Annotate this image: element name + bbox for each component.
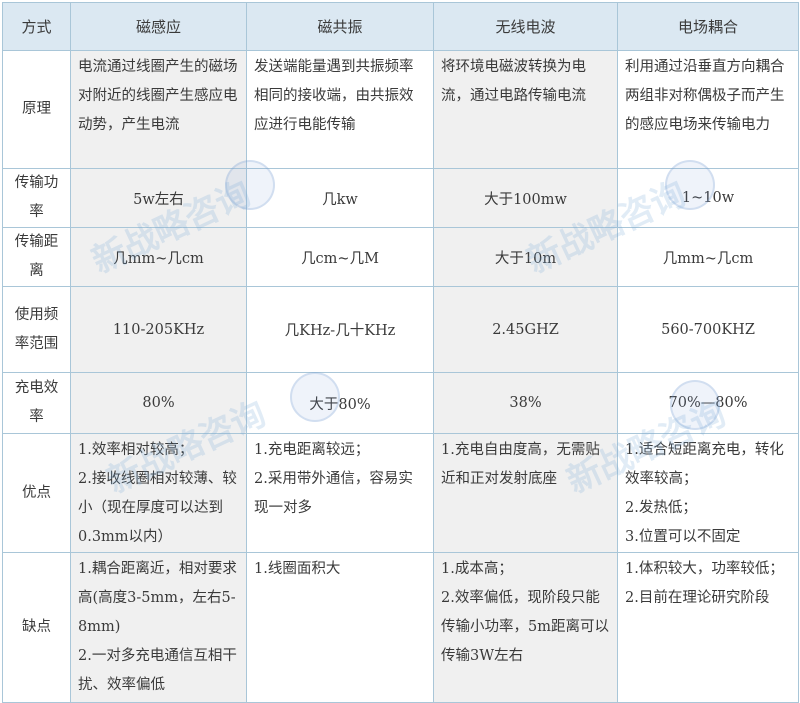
table-cell: 38% <box>433 372 618 434</box>
table-row: 使用频率范围 110-205KHz 几KHz-几十KHz 2.45GHZ 560… <box>2 286 799 373</box>
table-cell: 大于10m <box>433 227 618 287</box>
table-cell: 大于100mw <box>433 168 618 228</box>
table-cell: 1.效率相对较高； 2.接收线圈相对较薄、较小（现在厚度可以达到0.3mm以内） <box>70 433 247 553</box>
table-cell: 70%—80% <box>617 372 799 434</box>
table-row: 原理 电流通过线圈产生的磁场对附近的线圈产生感应电动势，产生电流 发送端能量遇到… <box>2 50 799 169</box>
row-label: 使用频率范围 <box>2 286 71 373</box>
table-cell: 1~10w <box>617 168 799 228</box>
table-row: 充电效率 80% 大于80% 38% 70%—80% <box>2 372 799 434</box>
header-magnetic-induction: 磁感应 <box>70 2 247 51</box>
table-cell: 1.体积较大，功率较低； 2.目前在理论研究阶段 <box>617 552 799 703</box>
row-label: 传输距离 <box>2 227 71 287</box>
table-row: 传输距离 几mm~几cm 几cm~几M 大于10m 几mm~几cm <box>2 227 799 287</box>
table-row: 优点 1.效率相对较高； 2.接收线圈相对较薄、较小（现在厚度可以达到0.3mm… <box>2 433 799 553</box>
table-row: 传输功率 5w左右 几kw 大于100mw 1~10w <box>2 168 799 228</box>
table-cell: 2.45GHZ <box>433 286 618 373</box>
table-cell: 几kw <box>246 168 434 228</box>
table-cell: 1.线圈面积大 <box>246 552 434 703</box>
row-label: 优点 <box>2 433 71 553</box>
header-method: 方式 <box>2 2 71 51</box>
row-label: 原理 <box>2 50 71 169</box>
table-cell: 1.充电自由度高，无需贴近和正对发射底座 <box>433 433 618 553</box>
table-cell: 1.成本高； 2.效率偏低，现阶段只能传输小功率，5m距离可以传输3W左右 <box>433 552 618 703</box>
header-magnetic-resonance: 磁共振 <box>246 2 434 51</box>
table-cell: 110-205KHz <box>70 286 247 373</box>
table-cell: 80% <box>70 372 247 434</box>
table-cell: 发送端能量遇到共振频率相同的接收端，由共振效应进行电能传输 <box>246 50 434 169</box>
table-cell: 5w左右 <box>70 168 247 228</box>
table-cell: 利用通过沿垂直方向耦合两组非对称偶极子而产生的感应电场来传输电力 <box>617 50 799 169</box>
table-cell: 560-700KHZ <box>617 286 799 373</box>
header-row: 方式 磁感应 磁共振 无线电波 电场耦合 <box>2 2 799 51</box>
table-cell: 几mm~几cm <box>617 227 799 287</box>
header-radio-wave: 无线电波 <box>433 2 618 51</box>
table-cell: 1.耦合距离近，相对要求高(高度3-5mm，左右5-8mm) 2.一对多充电通信… <box>70 552 247 703</box>
table-cell: 将环境电磁波转换为电流，通过电路传输电流 <box>433 50 618 169</box>
header-electric-coupling: 电场耦合 <box>617 2 799 51</box>
row-label: 缺点 <box>2 552 71 703</box>
row-label: 传输功率 <box>2 168 71 228</box>
table-cell: 几cm~几M <box>246 227 434 287</box>
row-label: 充电效率 <box>2 372 71 434</box>
table-cell: 大于80% <box>246 372 434 434</box>
table-cell: 1.适合短距离充电，转化效率较高； 2.发热低； 3.位置可以不固定 <box>617 433 799 553</box>
table-cell: 几KHz-几十KHz <box>246 286 434 373</box>
table-cell: 几mm~几cm <box>70 227 247 287</box>
table-row: 缺点 1.耦合距离近，相对要求高(高度3-5mm，左右5-8mm) 2.一对多充… <box>2 552 799 703</box>
table-cell: 1.充电距离较远； 2.采用带外通信，容易实现一对多 <box>246 433 434 553</box>
table-cell: 电流通过线圈产生的磁场对附近的线圈产生感应电动势，产生电流 <box>70 50 247 169</box>
